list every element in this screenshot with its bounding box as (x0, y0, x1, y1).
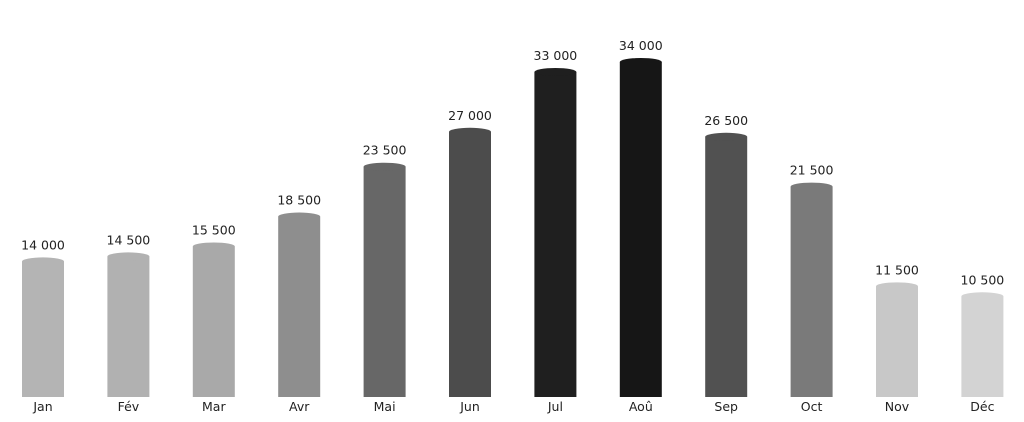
bar-aoû (619, 62, 662, 397)
bar-cap-mar (192, 242, 235, 251)
bar-nov (876, 286, 918, 397)
category-label: Jan (32, 399, 52, 414)
value-label: 33 000 (534, 48, 578, 63)
value-label: 11 500 (875, 262, 919, 277)
category-label: Sep (714, 399, 738, 414)
category-labels-group: Jan Fév Mar Avr Mai Jun Jul Aoû Sep Oct Nov Déc (32, 399, 994, 414)
bar-cap-aoû (619, 58, 662, 66)
bar-jan (22, 261, 64, 397)
category-label: Aoû (629, 399, 653, 414)
category-label: Mai (374, 399, 396, 414)
value-label: 34 000 (619, 38, 663, 53)
bar-cap-oct (790, 182, 833, 191)
bar-cap-fév (107, 252, 150, 261)
value-label: 26 500 (704, 113, 748, 128)
bar-cap-jan (22, 257, 64, 266)
bar-jul (534, 71, 577, 398)
category-label: Mar (202, 399, 226, 414)
category-label: Oct (801, 399, 823, 414)
category-label: Jun (459, 399, 480, 414)
value-labels-group: 14 000 14 500 15 500 18 500 23 500 27 000 33 0… (21, 38, 1004, 287)
bar-mar (192, 246, 235, 397)
value-label: 27 000 (448, 108, 492, 123)
bar-cap-nov (876, 282, 918, 291)
value-label: 18 500 (277, 193, 321, 208)
bar-mai (363, 166, 406, 397)
bar-cap-déc (961, 292, 1004, 301)
bar-jun (449, 131, 491, 397)
value-label: 10 500 (961, 272, 1005, 287)
category-label: Fév (118, 399, 140, 414)
bar-cap-avr (278, 212, 321, 221)
bars-group (22, 58, 1004, 398)
value-label: 21 500 (790, 163, 834, 178)
bar-oct (790, 186, 833, 397)
bar-cap-mai (363, 162, 406, 171)
bar-cap-jun (449, 127, 491, 136)
bar-avr (278, 216, 321, 397)
bar-fév (107, 256, 150, 397)
bar-déc (961, 296, 1004, 397)
category-label: Déc (970, 399, 994, 414)
value-label: 23 500 (363, 143, 407, 158)
value-label: 14 000 (21, 237, 65, 252)
value-label: 15 500 (192, 222, 236, 237)
bar-cap-jul (534, 67, 577, 76)
category-label: Avr (289, 399, 310, 414)
category-label: Nov (885, 399, 910, 414)
category-label: Jul (547, 399, 563, 414)
value-label: 14 500 (107, 232, 151, 247)
bar-cap-sep (705, 132, 748, 141)
bar-sep (705, 136, 748, 397)
